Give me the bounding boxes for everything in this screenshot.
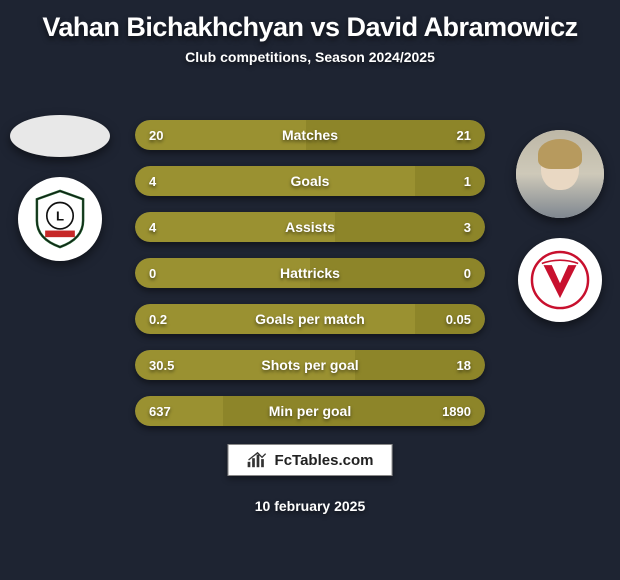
- page-title: Vahan Bichakhchyan vs David Abramowicz: [0, 0, 620, 49]
- stats-bars: 20 Matches 21 4 Goals 1 4 Assists 3 0 Hattricks 0 0.…: [135, 120, 485, 426]
- brand-box[interactable]: FcTables.com: [228, 444, 393, 476]
- stat-value-left: 4: [149, 220, 156, 235]
- stat-value-right: 0: [464, 266, 471, 281]
- stat-value-right: 1890: [442, 404, 471, 419]
- stat-value-left: 30.5: [149, 358, 174, 373]
- brand-chart-icon: [247, 451, 269, 469]
- stat-label: Min per goal: [269, 403, 351, 419]
- stat-bar: 4 Assists 3: [135, 212, 485, 242]
- vicenza-badge-icon: [527, 247, 593, 313]
- stat-bar: 20 Matches 21: [135, 120, 485, 150]
- player-right-avatar: [516, 130, 604, 218]
- stat-value-right: 18: [457, 358, 471, 373]
- stat-fill-right: [335, 212, 485, 242]
- stat-bar: 637 Min per goal 1890: [135, 396, 485, 426]
- brand-label: FcTables.com: [275, 452, 374, 469]
- stat-label: Hattricks: [280, 265, 340, 281]
- stat-fill-left: [135, 166, 415, 196]
- stat-bar: 4 Goals 1: [135, 166, 485, 196]
- stat-value-right: 1: [464, 174, 471, 189]
- date-label: 10 february 2025: [255, 498, 366, 514]
- stat-bar: 0.2 Goals per match 0.05: [135, 304, 485, 334]
- stat-value-right: 3: [464, 220, 471, 235]
- stat-label: Goals per match: [255, 311, 365, 327]
- subtitle: Club competitions, Season 2024/2025: [0, 49, 620, 65]
- player-right-club-badge: [518, 238, 602, 322]
- stat-label: Goals: [291, 173, 330, 189]
- stat-bar: 0 Hattricks 0: [135, 258, 485, 288]
- player-left-club-badge: L: [18, 177, 102, 261]
- stat-bar: 30.5 Shots per goal 18: [135, 350, 485, 380]
- stat-label: Shots per goal: [261, 357, 358, 373]
- player-right-column: [510, 130, 610, 322]
- stat-value-right: 21: [457, 128, 471, 143]
- stat-value-left: 4: [149, 174, 156, 189]
- svg-text:L: L: [56, 209, 64, 224]
- stat-value-left: 20: [149, 128, 163, 143]
- player-left-column: L: [10, 115, 110, 261]
- player-left-avatar: [10, 115, 110, 157]
- stat-value-left: 637: [149, 404, 171, 419]
- stat-value-left: 0.2: [149, 312, 167, 327]
- player-right-portrait: [516, 130, 604, 218]
- stat-value-left: 0: [149, 266, 156, 281]
- stat-label: Matches: [282, 127, 338, 143]
- legia-badge-icon: L: [27, 186, 93, 252]
- stat-fill-right: [415, 166, 485, 196]
- stat-value-right: 0.05: [446, 312, 471, 327]
- stat-label: Assists: [285, 219, 335, 235]
